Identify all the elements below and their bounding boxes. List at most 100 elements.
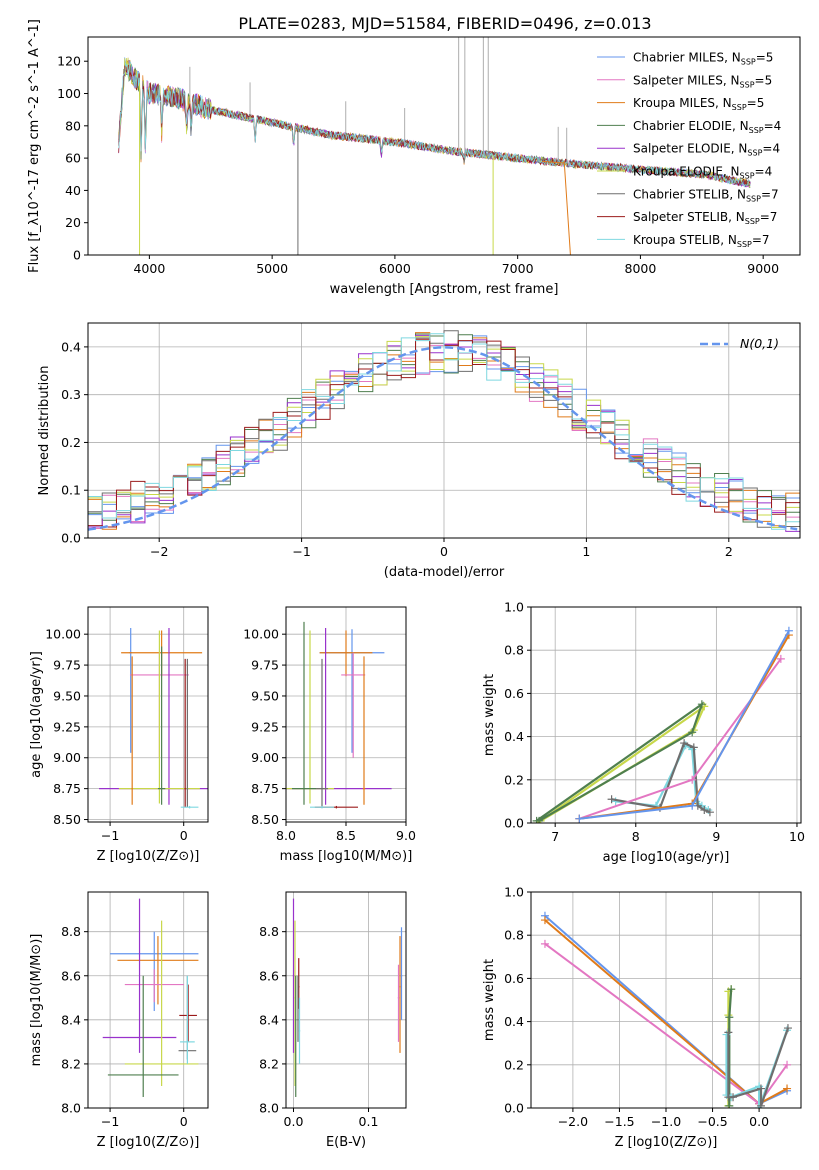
weight-marker — [700, 806, 709, 815]
y-tick-label: 8.8 — [61, 924, 81, 939]
weight-marker — [532, 816, 541, 823]
x-tick-label: −1 — [101, 828, 119, 843]
y-tick-label: 0.8 — [504, 643, 524, 658]
axes-frame — [530, 606, 802, 824]
x-tick-label: 0 — [180, 1114, 188, 1129]
x-tick-label: 1 — [582, 544, 590, 559]
panel-weight_vs_Z: −2.0 −1.5 −1.0 −0.5 0.0 0.0 0.2 0.4 0.6 0.8 1.0 Z [… — [482, 885, 802, 1150]
panel-weight_vs_age: 7 8 9 10 0.0 0.2 0.4 0.6 0.8 1.0 age [log10(age/yr… — [482, 600, 805, 866]
y-tick-label: 9.25 — [251, 719, 279, 734]
x-tick-label: −1 — [101, 1114, 119, 1129]
x-tick-label: −2.0 — [558, 1114, 588, 1129]
panel-mass_vs_Z: −1 0 8.0 8.2 8.4 8.6 8.8 Z [log10(Z/Z⊙)] mass [l… — [29, 891, 209, 1150]
axes-frame — [87, 891, 209, 1109]
y-tick-label: 8.50 — [53, 812, 81, 827]
x-axis-label: wavelength [Angstrom, rest frame] — [330, 282, 559, 297]
x-tick-label: 0.0 — [284, 1114, 304, 1129]
legend-entry: Salpeter MILES, NSSP=5 — [633, 73, 772, 89]
y-tick-label: 0.2 — [61, 435, 81, 450]
weight-marker — [784, 626, 793, 635]
x-axis-label: Z [log10(Z/Z⊙)] — [97, 1135, 200, 1150]
y-tick-label: 8.75 — [251, 781, 279, 796]
weight-marker — [688, 775, 697, 784]
y-tick-label: 10.00 — [243, 627, 279, 642]
x-tick-label: −0.5 — [697, 1114, 727, 1129]
spectrum-line — [118, 60, 751, 188]
x-tick-label: 7 — [551, 829, 559, 844]
y-tick-label: 80 — [65, 118, 81, 133]
weight-marker — [783, 1084, 792, 1093]
plot-area — [99, 628, 208, 809]
y-tick-label: 10.00 — [45, 627, 81, 642]
y-tick-label: 9.75 — [251, 658, 279, 673]
weight-marker — [776, 654, 785, 663]
x-tick-label: 6000 — [379, 261, 411, 276]
x-tick-label: −1 — [292, 544, 310, 559]
y-tick-label: 9.00 — [53, 750, 81, 765]
y-tick-label: 8.2 — [61, 1056, 81, 1071]
plot-area — [102, 898, 199, 1097]
y-tick-label: 0.6 — [504, 686, 524, 701]
x-tick-label: 8.5 — [336, 828, 356, 843]
weight-marker — [725, 1101, 734, 1108]
y-tick-label: 9.50 — [53, 688, 81, 703]
y-tick-label: 0.0 — [504, 1101, 524, 1116]
weight-marker — [756, 1101, 765, 1108]
y-axis-label: mass weight — [482, 959, 497, 1041]
x-axis-label: age [log10(age/yr)] — [603, 850, 730, 865]
weight-marker — [689, 743, 698, 752]
y-axis-label: mass weight — [482, 674, 497, 756]
y-tick-label: 8.0 — [259, 1101, 279, 1116]
x-tick-label: 8000 — [625, 261, 657, 276]
panel-residuals: −2 −1 0 1 2 0.0 0.1 0.2 0.3 0.4 (data-model)/error… — [37, 322, 801, 580]
y-tick-label: 8.4 — [61, 1012, 81, 1027]
panel-age_vs_Z: −1 0 8.50 8.75 9.00 9.25 9.50 9.75 10.00 Z [log10… — [29, 606, 209, 864]
legend-entry: Chabrier ELODIE, NSSP=4 — [633, 119, 781, 135]
y-axis-label: age [log10(age/yr)] — [29, 651, 44, 778]
y-tick-label: 0.1 — [61, 483, 81, 498]
x-tick-label: 7000 — [502, 261, 534, 276]
y-tick-label: 0.6 — [504, 971, 524, 986]
weight-marker — [540, 916, 549, 925]
x-axis-label: E(B-V) — [326, 1135, 366, 1150]
y-tick-label: 8.75 — [53, 781, 81, 796]
panel-age_vs_mass: 8.0 8.5 9.0 8.50 8.75 9.00 9.25 9.50 9.75 10.00 ma… — [243, 606, 416, 864]
legend-entry: Kroupa ELODIE, NSSP=4 — [633, 165, 772, 181]
spectrum-legend: Chabrier MILES, NSSP=5 Salpeter MILES, NS… — [597, 51, 781, 249]
y-tick-label: 8.4 — [259, 1012, 279, 1027]
weight-series — [535, 701, 705, 822]
y-tick-label: 100 — [57, 86, 81, 101]
x-tick-label: −1.5 — [604, 1114, 634, 1129]
legend-entry: Chabrier MILES, NSSP=5 — [633, 51, 773, 67]
x-tick-label: 0 — [180, 828, 188, 843]
weight-marker — [688, 728, 697, 737]
y-tick-label: 0.4 — [504, 729, 524, 744]
axes-frame — [285, 891, 407, 1109]
x-tick-label: 0.0 — [749, 1114, 769, 1129]
x-axis-label: Z [log10(Z/Z⊙)] — [97, 849, 200, 864]
y-tick-label: 9.25 — [53, 719, 81, 734]
x-tick-label: 4000 — [133, 261, 165, 276]
weight-marker — [575, 814, 584, 823]
y-tick-label: 0.0 — [61, 531, 81, 546]
axes-frame — [87, 606, 209, 823]
x-tick-label: −2 — [150, 544, 168, 559]
y-tick-label: 8.2 — [259, 1056, 279, 1071]
y-axis-label: Normed distribution — [37, 366, 52, 496]
y-axis-label: mass [log10(M/M⊙)] — [29, 934, 44, 1067]
y-tick-label: 9.50 — [251, 688, 279, 703]
x-axis-label: (data-model)/error — [384, 565, 505, 580]
y-tick-label: 0 — [73, 248, 81, 263]
x-tick-label: 8 — [632, 829, 640, 844]
x-tick-label: 9.0 — [396, 828, 416, 843]
weight-marker — [697, 700, 706, 709]
y-tick-label: 0.8 — [504, 928, 524, 943]
y-tick-label: 0.2 — [504, 772, 524, 787]
x-tick-label: 2 — [725, 544, 733, 559]
y-tick-label: 8.6 — [61, 968, 81, 983]
spectrum-line — [118, 63, 751, 187]
legend-entry: Chabrier STELIB, NSSP=7 — [633, 187, 779, 203]
x-tick-label: 10 — [789, 829, 805, 844]
x-tick-label: 0.1 — [359, 1114, 379, 1129]
